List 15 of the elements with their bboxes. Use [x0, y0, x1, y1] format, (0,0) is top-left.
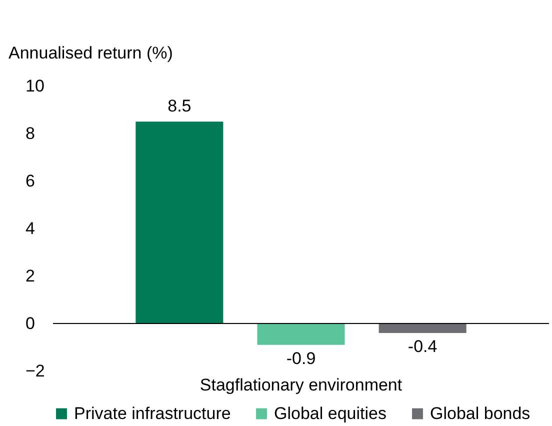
y-tick-label: 6 [26, 172, 35, 190]
data-label: -0.4 [408, 337, 438, 356]
x-tick-label: Stagflationary environment [200, 376, 402, 394]
y-axis-title: Annualised return (%) [8, 44, 173, 62]
y-tick-label: 2 [26, 266, 35, 286]
data-label: 8.5 [168, 96, 192, 116]
legend-label: Global equities [274, 404, 386, 423]
y-tick-label: 8 [26, 124, 35, 143]
y-tick-label: 4 [26, 219, 35, 238]
y-tick-label: 10 [26, 76, 44, 96]
legend-label: Global bonds [430, 404, 530, 423]
legend-label: Private infrastructure [74, 404, 231, 423]
y-tick-label: 0 [26, 314, 35, 333]
y-tick-label: −2 [26, 362, 45, 380]
data-label: -0.9 [286, 348, 316, 368]
